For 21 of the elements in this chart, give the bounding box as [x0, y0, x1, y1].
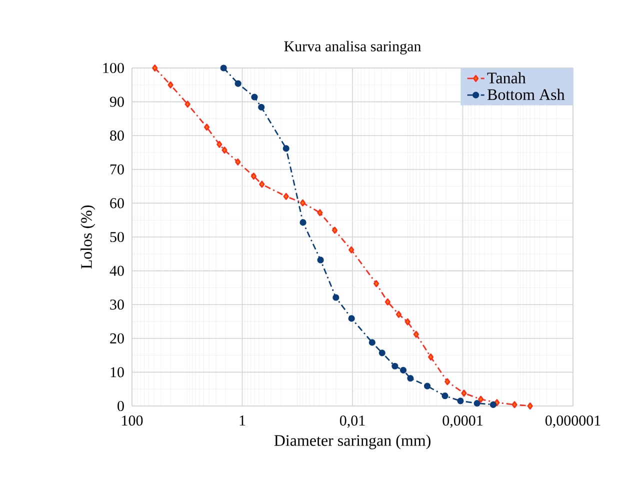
y-tick-label: 40 — [110, 266, 124, 276]
x-tick-label: 1 — [240, 416, 246, 426]
y-tick-label: 0 — [118, 400, 124, 412]
y-tick-label: 90 — [110, 96, 124, 107]
legend-label: Tanah — [487, 72, 526, 84]
x-axis-title: Diameter saringan (mm) — [274, 434, 430, 450]
y-tick-label: 10 — [110, 367, 124, 378]
y-axis-title: Lolos (%) — [80, 206, 96, 269]
y-tick-label: 50 — [110, 232, 124, 242]
y-tick-label: 30 — [110, 300, 124, 310]
chart-title: Kurva analisa saringan — [284, 40, 421, 54]
x-tick-label: 0,01 — [340, 416, 365, 428]
y-tick-label: 60 — [110, 198, 124, 208]
x-tick-label: 0,000001 — [545, 416, 600, 428]
x-tick-label: 100 — [122, 416, 143, 426]
y-tick-label: 80 — [110, 130, 124, 141]
y-tick-label: 100 — [103, 62, 124, 74]
y-tick-label: 70 — [110, 164, 124, 174]
legend-label: Bottom Ash — [487, 88, 565, 100]
x-tick-label: 0,0001 — [442, 416, 482, 428]
y-tick-label: 20 — [110, 333, 124, 344]
